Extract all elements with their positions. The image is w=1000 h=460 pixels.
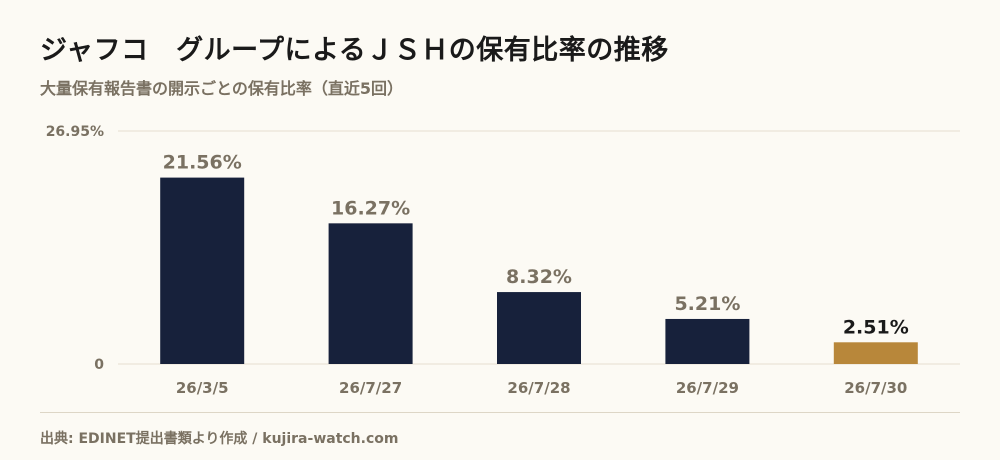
data-label: 21.56% (163, 152, 242, 174)
y-tick-label: 0 (94, 357, 104, 373)
bar (328, 223, 413, 364)
data-label: 8.32% (506, 266, 572, 288)
x-tick-label: 26/7/28 (507, 379, 570, 397)
x-tick-label: 26/7/30 (844, 379, 907, 397)
bar (497, 292, 581, 364)
chart-title: ジャフコ グループによるＪＳＨの保有比率の推移 (40, 35, 669, 66)
y-tick-label: 26.95% (46, 124, 104, 140)
bar (160, 177, 245, 364)
x-tick-label: 26/7/29 (676, 379, 739, 397)
data-label: 2.51% (843, 316, 909, 338)
data-label: 5.21% (674, 293, 740, 315)
bar (665, 318, 750, 364)
bar (833, 342, 918, 364)
data-label: 16.27% (331, 197, 410, 219)
source-note: 出典: EDINET提出書類より作成 / kujira-watch.com (40, 431, 399, 447)
x-tick-label: 26/7/27 (339, 379, 402, 397)
footer-divider (40, 412, 960, 413)
chart-subtitle: 大量保有報告書の開示ごとの保有比率（直近5回） (40, 79, 403, 98)
x-tick-label: 26/3/5 (176, 379, 229, 397)
